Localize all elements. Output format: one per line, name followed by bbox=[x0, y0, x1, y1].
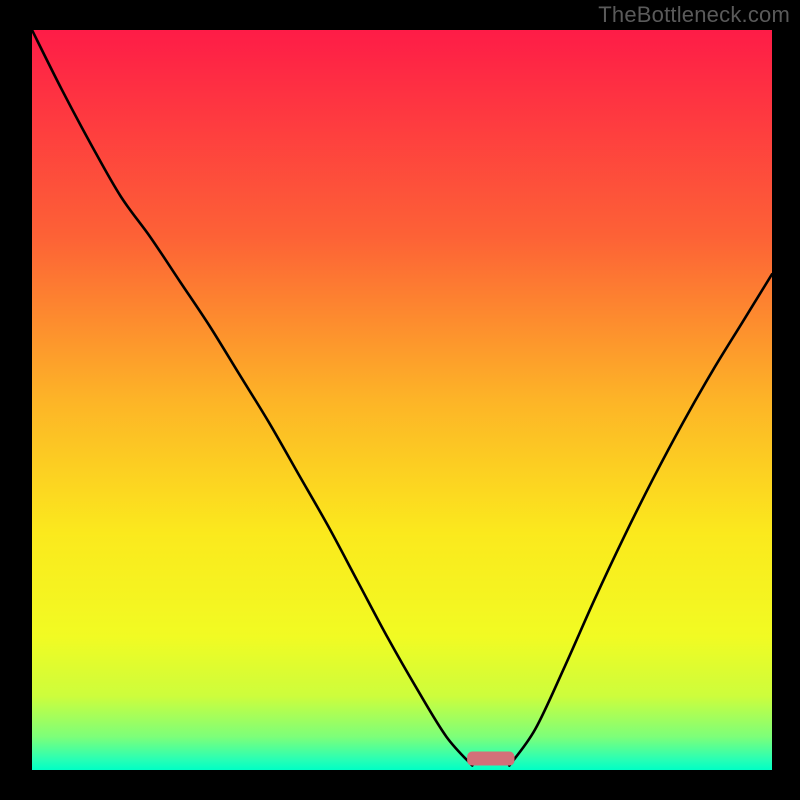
chart-container: TheBottleneck.com bbox=[0, 0, 800, 800]
watermark-text: TheBottleneck.com bbox=[598, 2, 790, 28]
plot-area bbox=[32, 30, 772, 770]
optimum-marker bbox=[467, 752, 514, 766]
gradient-background bbox=[32, 30, 772, 770]
plot-svg bbox=[32, 30, 772, 770]
